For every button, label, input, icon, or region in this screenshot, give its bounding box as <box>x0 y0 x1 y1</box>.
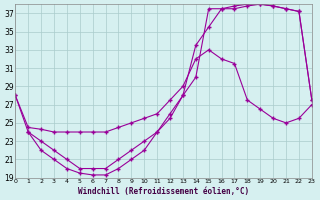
X-axis label: Windchill (Refroidissement éolien,°C): Windchill (Refroidissement éolien,°C) <box>78 187 249 196</box>
